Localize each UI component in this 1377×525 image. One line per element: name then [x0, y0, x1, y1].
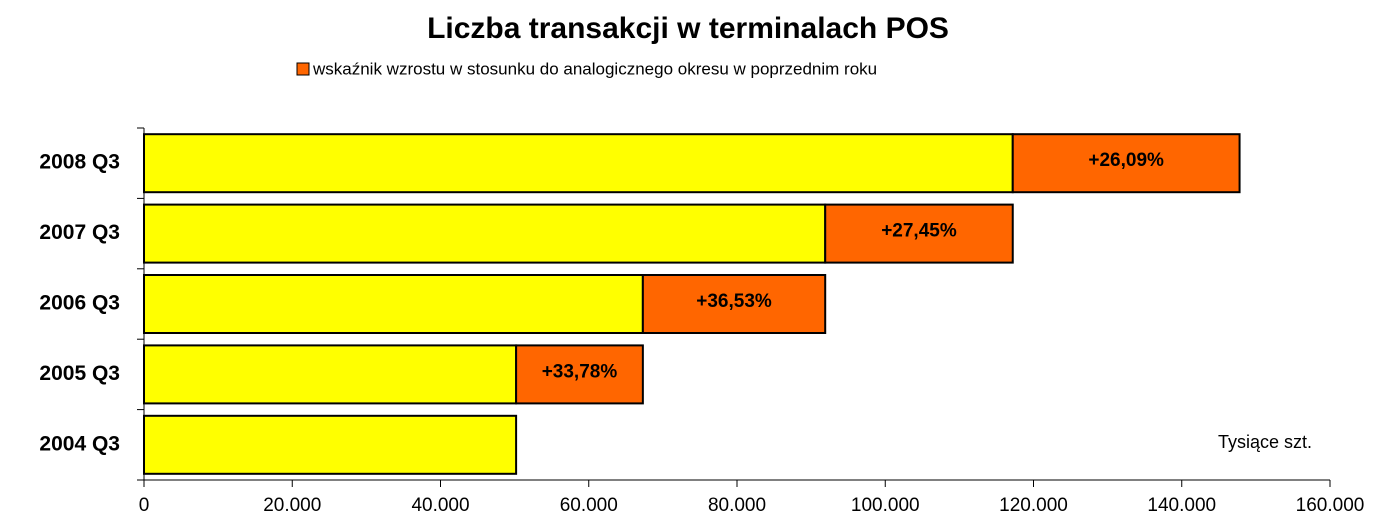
bar-label: +33,78% [542, 361, 618, 382]
x-tick-label: 40.000 [411, 495, 469, 516]
x-tick-label: 0 [139, 495, 150, 516]
x-tick-label: 20.000 [263, 495, 321, 516]
unit-label: Tysiące szt. [1218, 432, 1312, 452]
chart-title: Liczba transakcji w terminalach POS [427, 12, 949, 45]
bar-segment [1011, 133, 1241, 194]
y-tick-label: 2004 Q3 [39, 432, 120, 455]
x-tick-label: 120.000 [999, 495, 1068, 516]
bar-segment [143, 274, 644, 334]
bar-label: +27,45% [881, 221, 957, 242]
y-tick-label: 2007 Q3 [39, 221, 120, 244]
x-tick-label: 60.000 [560, 495, 618, 516]
bar-label: +26,09% [1088, 150, 1164, 171]
bar-segment [143, 344, 518, 405]
bar-segment [824, 203, 1014, 264]
bar-segment [143, 414, 518, 475]
bar-segment [143, 203, 827, 264]
legend-swatch [296, 62, 310, 76]
x-tick-label: 100.000 [851, 495, 920, 516]
bar-segment [641, 274, 827, 334]
x-tick-label: 160.000 [1296, 495, 1365, 516]
legend-label: wskaźnik wzrostu w stosunku do analogicz… [312, 59, 877, 78]
bar-segment [515, 344, 644, 405]
bar-label: +36,53% [696, 291, 772, 312]
x-tick-label: 140.000 [1147, 495, 1216, 516]
y-tick-label: 2005 Q3 [39, 362, 120, 385]
x-tick-label: 80.000 [708, 495, 766, 516]
y-tick-label: 2008 Q3 [39, 151, 120, 174]
bar-segment [143, 133, 1014, 194]
y-tick-label: 2006 Q3 [39, 292, 120, 315]
